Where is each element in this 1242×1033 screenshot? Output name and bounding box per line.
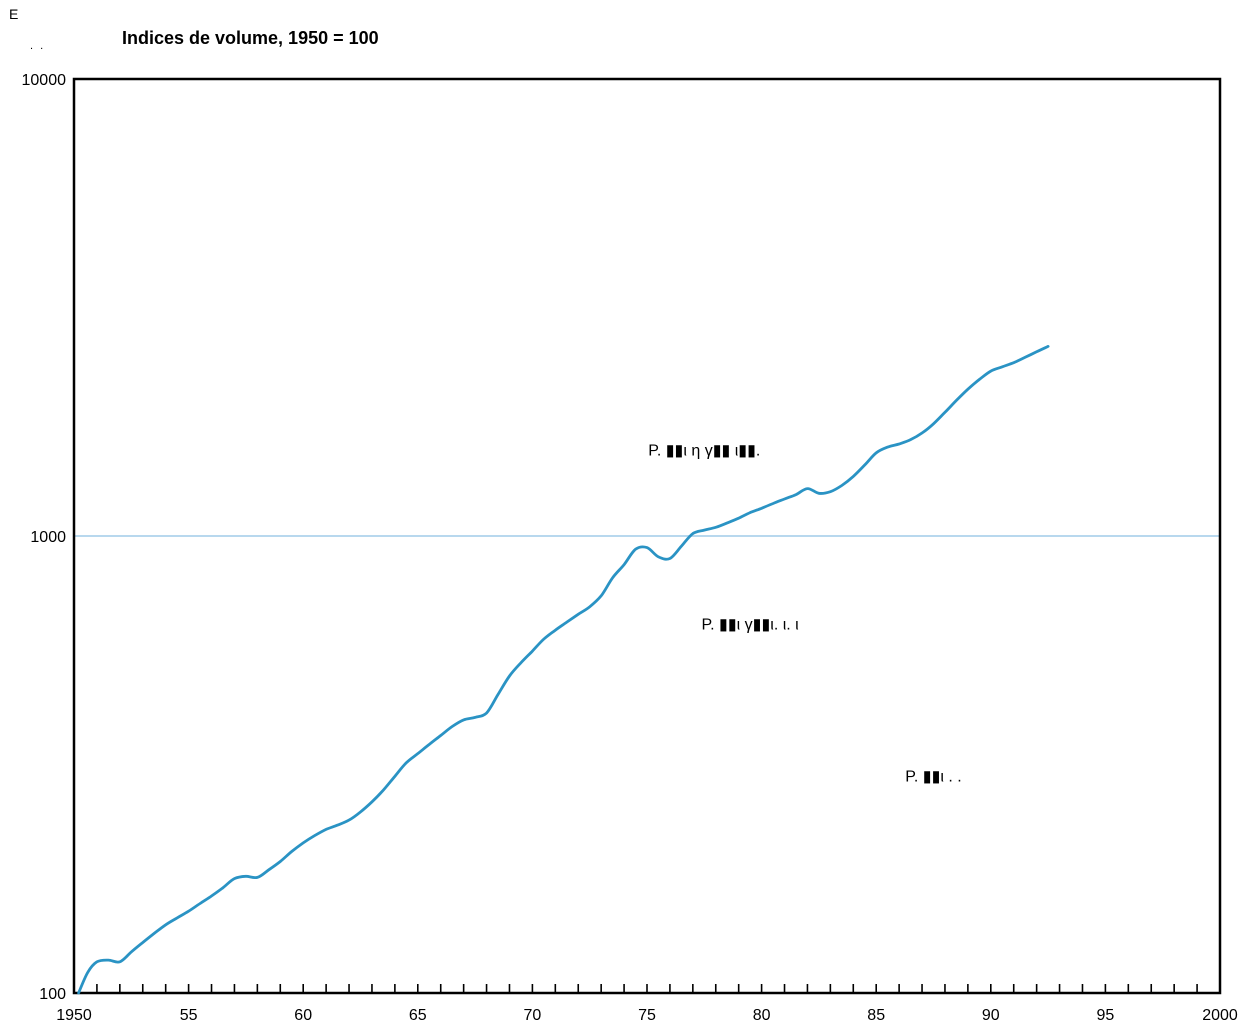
y-tick-label: 100 [39, 986, 66, 1003]
x-tick-label: 95 [1097, 1007, 1115, 1024]
x-axis-ticks [73, 984, 1221, 993]
annotation-label: P. ▮▮ι η γ▮▮ ι▮▮. [648, 443, 760, 460]
y-tick-label: 1000 [30, 529, 66, 546]
x-tick-label: 85 [867, 1007, 885, 1024]
x-tick-label: 65 [409, 1007, 427, 1024]
x-tick-label: 2000 [1202, 1007, 1238, 1024]
annotation-label: P. ▮▮ι . . [905, 769, 961, 786]
x-tick-label: 90 [982, 1007, 1000, 1024]
annotation-label: P. ▮▮ι γ▮▮ι. ι. ι [702, 616, 800, 633]
x-tick-label: 80 [753, 1007, 771, 1024]
y-tick-label: 10000 [22, 72, 67, 89]
corner-mark: E [9, 6, 19, 22]
chart-title: Indices de volume, 1950 = 100 [122, 28, 379, 48]
x-axis-labels: 1950 55 60 65 70 75 80 85 90 95 2000 [56, 1007, 1238, 1024]
series-group [77, 345, 1050, 995]
x-tick-label: 1950 [56, 1007, 92, 1024]
x-tick-label: 75 [638, 1007, 656, 1024]
annotations: P. ▮▮ι η γ▮▮ ι▮▮. P. ▮▮ι γ▮▮ι. ι. ι P. ▮▮ι… [648, 443, 961, 786]
corner-dots: . . [30, 40, 46, 52]
x-tick-label: 60 [294, 1007, 312, 1024]
x-tick-label: 55 [180, 1007, 198, 1024]
y-axis-labels: 100 1000 10000 [22, 72, 67, 1003]
series-line [77, 345, 1050, 995]
x-tick-label: 70 [524, 1007, 542, 1024]
